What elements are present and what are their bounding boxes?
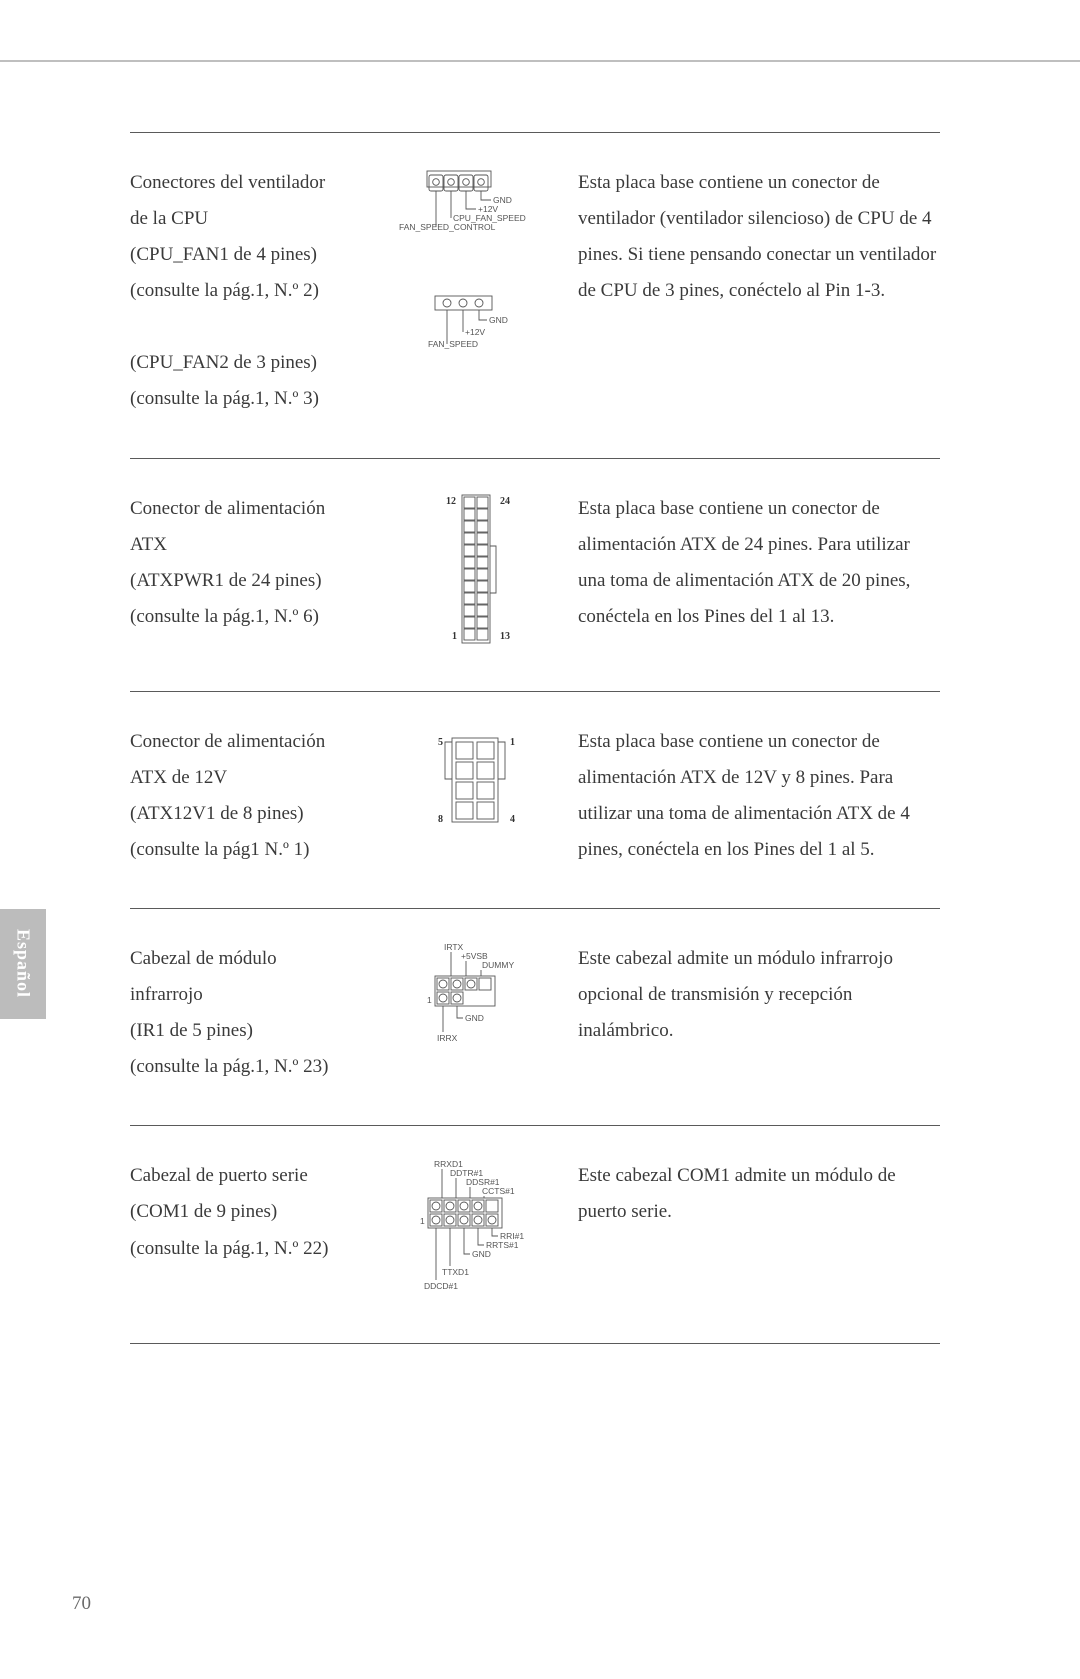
diagram-atx24: 12 24 1 13 (422, 491, 532, 651)
svg-text:5: 5 (438, 737, 443, 748)
section-com: Cabezal de puerto serie (COM1 de 9 pines… (130, 1125, 940, 1343)
ir-description: Este cabezal admite un módulo infrarrojo… (578, 941, 940, 1049)
section-cpu-fan: Conectores del ventilador de la CPU (CPU… (130, 132, 940, 458)
cpu-fan-description: Esta placa base contiene un conector de … (578, 165, 940, 309)
language-tab: Español (0, 909, 46, 1019)
svg-text:DDCD#1: DDCD#1 (424, 1281, 458, 1291)
svg-text:1: 1 (420, 1216, 425, 1226)
svg-text:13: 13 (500, 631, 510, 642)
svg-text:+12V: +12V (465, 327, 485, 337)
com-label: Cabezal de puerto serie (COM1 de 9 pines… (130, 1158, 375, 1266)
section-atx12v: Conector de alimentación ATX de 12V (ATX… (130, 691, 940, 908)
cpu-fan1-label: Conectores del ventilador de la CPU (CPU… (130, 165, 375, 309)
svg-text:4: 4 (510, 814, 515, 825)
diagram-ir: IRTX +5VSB DUMMY 1 (407, 941, 547, 1046)
svg-text:GND: GND (489, 315, 508, 325)
page-number: 70 (72, 1593, 91, 1615)
svg-text:1: 1 (510, 737, 515, 748)
diagram-fan-3pin: GND +12V FAN_SPEED (417, 294, 537, 364)
svg-text:CCTS#1: CCTS#1 (482, 1186, 515, 1196)
svg-text:RRTS#1: RRTS#1 (486, 1240, 519, 1250)
svg-text:FAN_SPEED_CONTROL: FAN_SPEED_CONTROL (399, 222, 496, 232)
atx24-description: Esta placa base contiene un conector de … (578, 491, 940, 635)
content-area: Conectores del ventilador de la CPU (CPU… (130, 132, 940, 1344)
cpu-fan2-label: (CPU_FAN2 de 3 pines) (consulte la pág.1… (130, 345, 375, 417)
section-ir: Cabezal de módulo infrarrojo (IR1 de 5 p… (130, 908, 940, 1125)
section-atx24: Conector de alimentación ATX (ATXPWR1 de… (130, 458, 940, 691)
svg-text:8: 8 (438, 814, 443, 825)
svg-text:24: 24 (500, 496, 510, 507)
ir-label: Cabezal de módulo infrarrojo (IR1 de 5 p… (130, 941, 375, 1085)
diagram-fan-4pin: GND +12V CPU_FAN_SPEED FAN_SPEED_CONTROL (399, 169, 554, 239)
svg-text:TTXD1: TTXD1 (442, 1267, 469, 1277)
atx12v-description: Esta placa base contiene un conector de … (578, 724, 940, 868)
com-description: Este cabezal COM1 admite un módulo de pu… (578, 1158, 940, 1230)
svg-text:GND: GND (465, 1013, 484, 1023)
svg-text:DUMMY: DUMMY (482, 960, 514, 970)
atx12v-label: Conector de alimentación ATX de 12V (ATX… (130, 724, 375, 868)
svg-text:IRRX: IRRX (437, 1033, 458, 1043)
svg-text:12: 12 (446, 496, 456, 507)
diagram-atx12v: 5 1 8 4 (412, 734, 542, 834)
svg-text:GND: GND (472, 1249, 491, 1259)
atx24-label: Conector de alimentación ATX (ATXPWR1 de… (130, 491, 375, 635)
svg-text:1: 1 (452, 631, 457, 642)
diagram-com: RRXD1 DDTR#1 DDSR#1 CCTS#1 (404, 1158, 549, 1303)
svg-text:FAN_SPEED: FAN_SPEED (428, 339, 478, 349)
svg-text:1: 1 (427, 995, 432, 1005)
